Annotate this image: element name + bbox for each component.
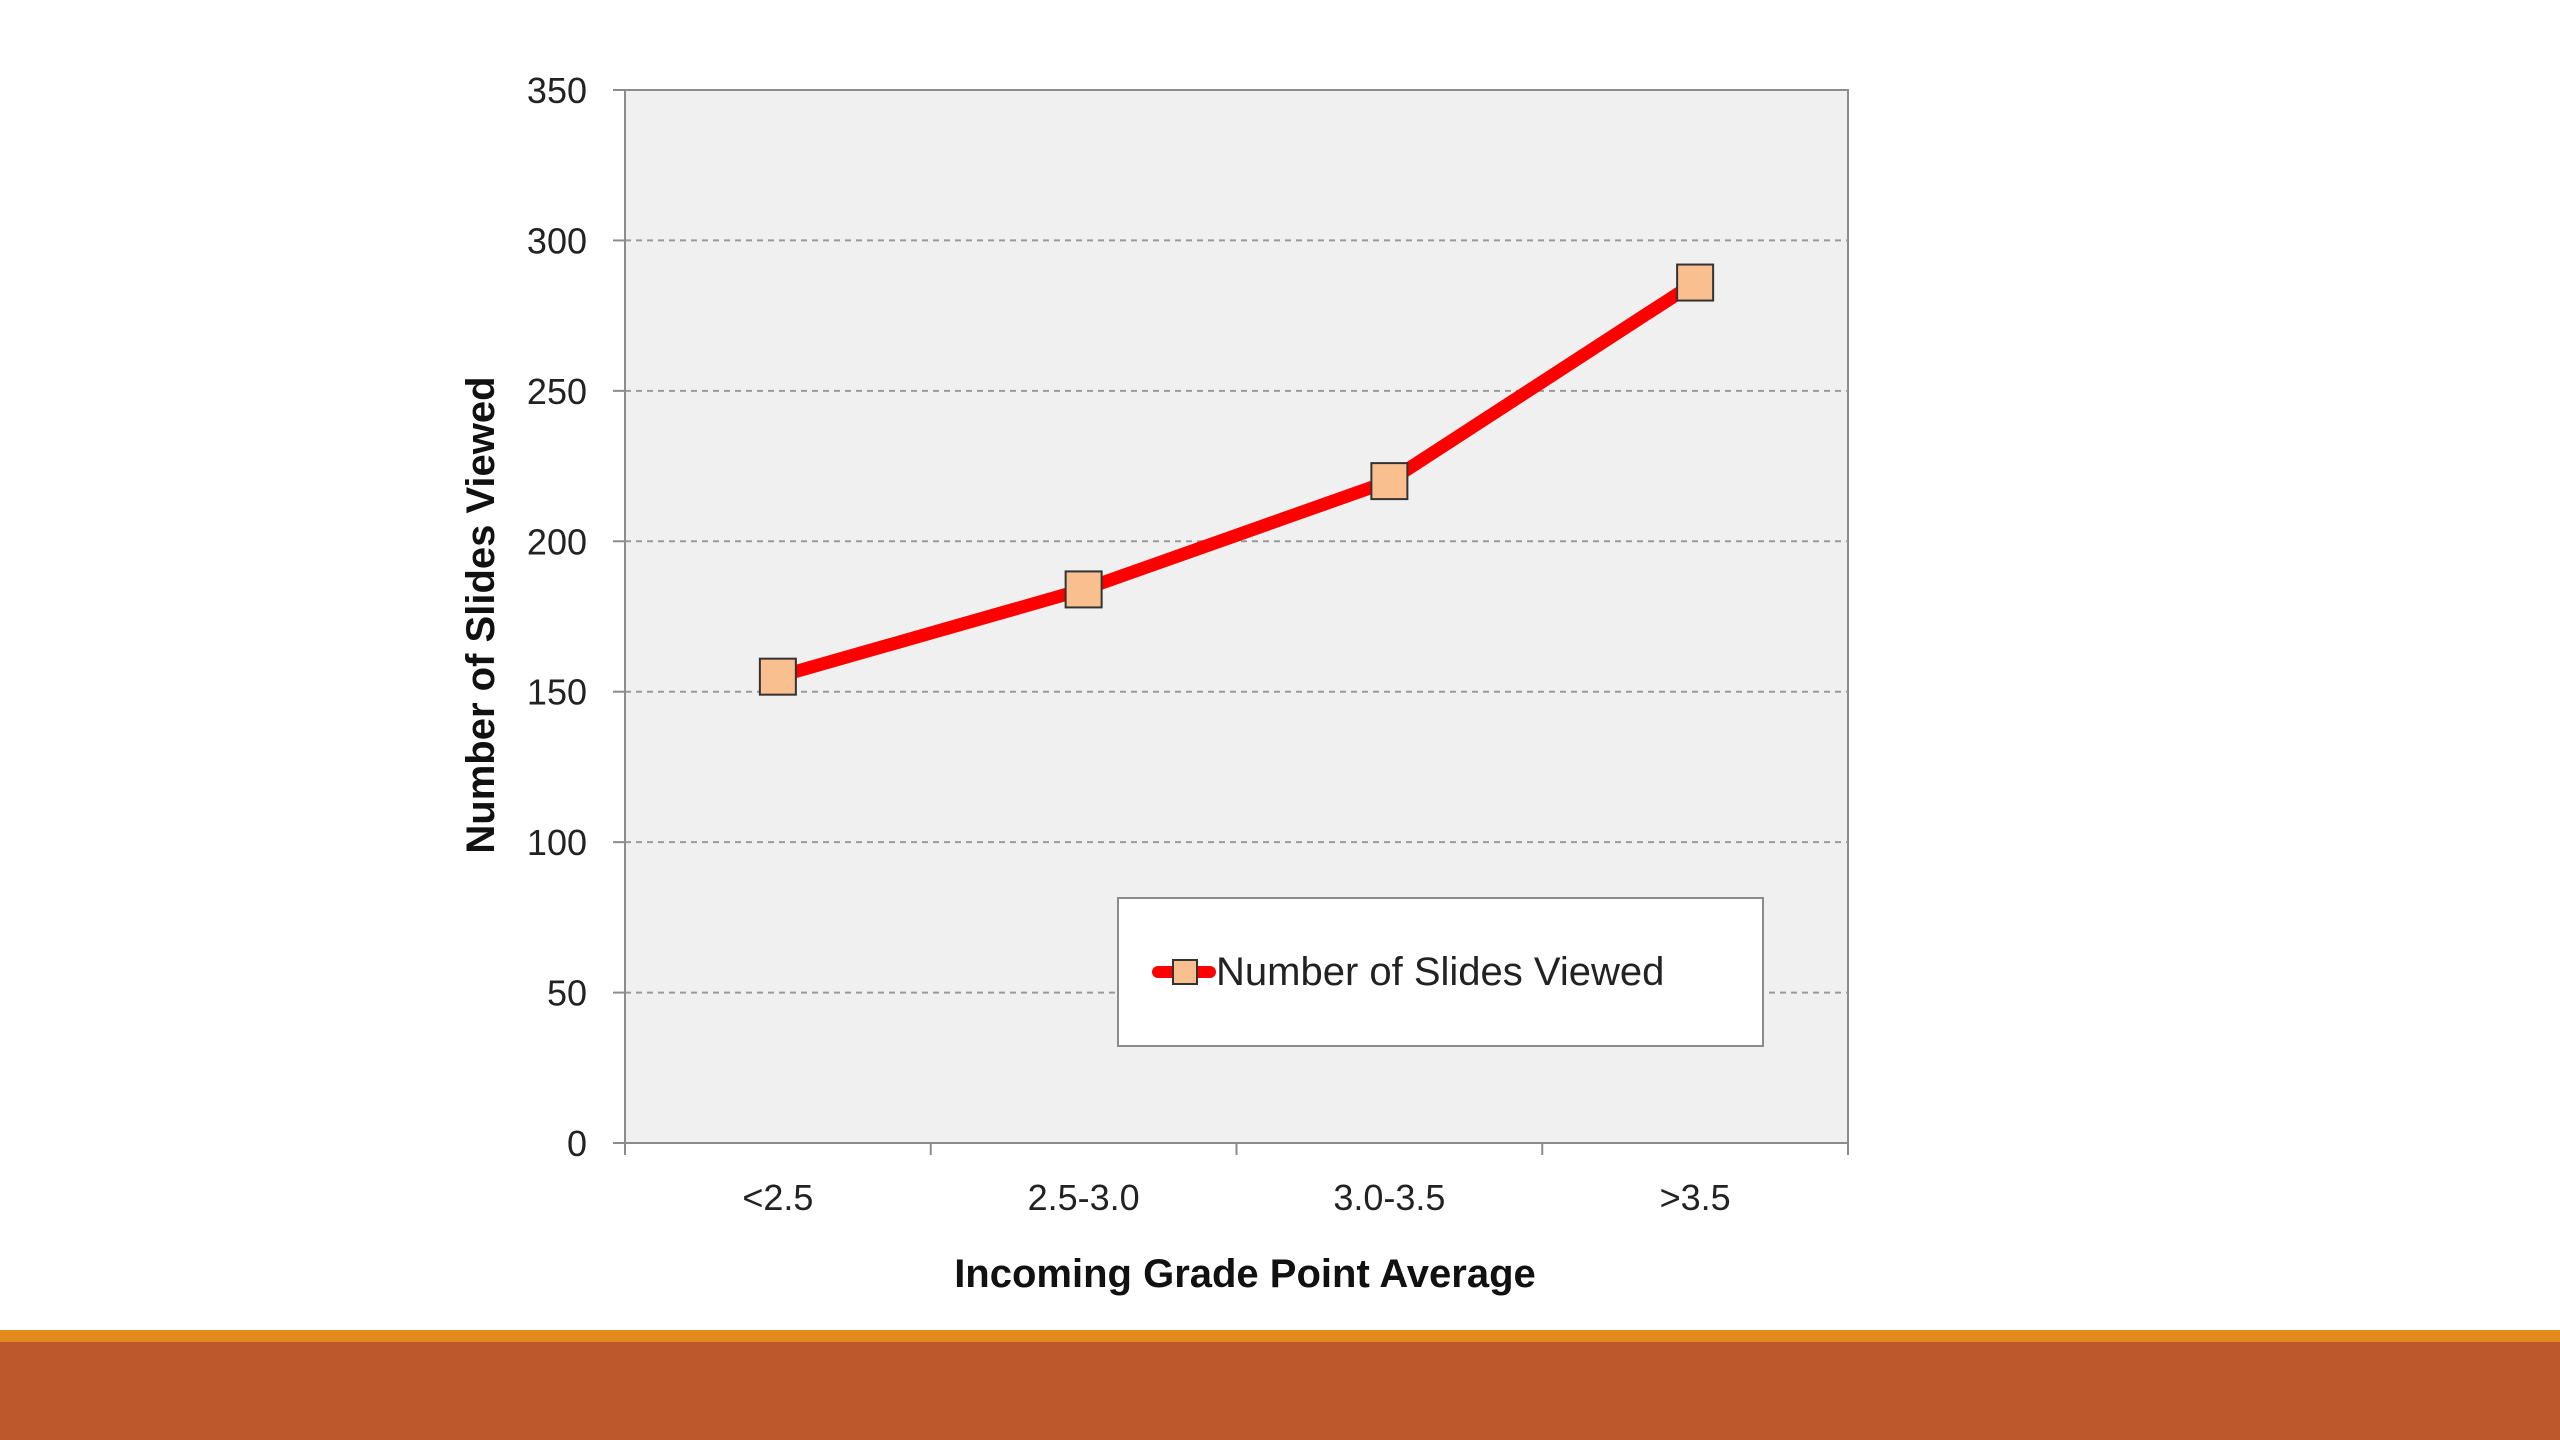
legend-marker-swatch	[1172, 959, 1198, 985]
x-tick-labels: <2.5 2.5-3.0 3.0-3.5 >3.5	[742, 1177, 1730, 1218]
x-tick-label: 2.5-3.0	[1028, 1177, 1140, 1218]
y-tick-label: 350	[527, 70, 587, 111]
data-point-marker	[1370, 462, 1409, 501]
x-tick-label: >3.5	[1660, 1177, 1731, 1218]
y-tick-label: 0	[567, 1123, 587, 1164]
legend-box	[1117, 897, 1764, 1047]
gridlines	[625, 239, 1848, 994]
legend-entry-label: Number of Slides Viewed	[1216, 950, 1664, 994]
series	[758, 263, 1715, 696]
x-tick-label: <2.5	[742, 1177, 813, 1218]
axes	[613, 89, 1849, 1155]
footer-band	[0, 1342, 2560, 1440]
y-tick-labels: 0 50 100 150 200 250 300 350	[527, 70, 587, 1164]
y-tick-label: 150	[527, 672, 587, 713]
y-tick-label: 300	[527, 220, 587, 261]
y-axis-title: Number of Slides Viewed	[459, 376, 503, 853]
y-tick-label: 200	[527, 521, 587, 562]
y-tick-label: 100	[527, 822, 587, 863]
data-point-marker	[1064, 570, 1103, 609]
legend: Number of Slides Viewed	[1117, 897, 1764, 1047]
x-tick-label: 3.0-3.5	[1333, 1177, 1445, 1218]
x-axis-title: Incoming Grade Point Average	[954, 1252, 1536, 1296]
y-tick-label: 50	[547, 973, 587, 1014]
footer-accent-stripe	[0, 1330, 2560, 1342]
y-tick-label: 250	[527, 371, 587, 412]
data-point-marker	[1676, 263, 1715, 302]
data-point-marker	[758, 657, 797, 696]
series-line	[771, 276, 1702, 684]
